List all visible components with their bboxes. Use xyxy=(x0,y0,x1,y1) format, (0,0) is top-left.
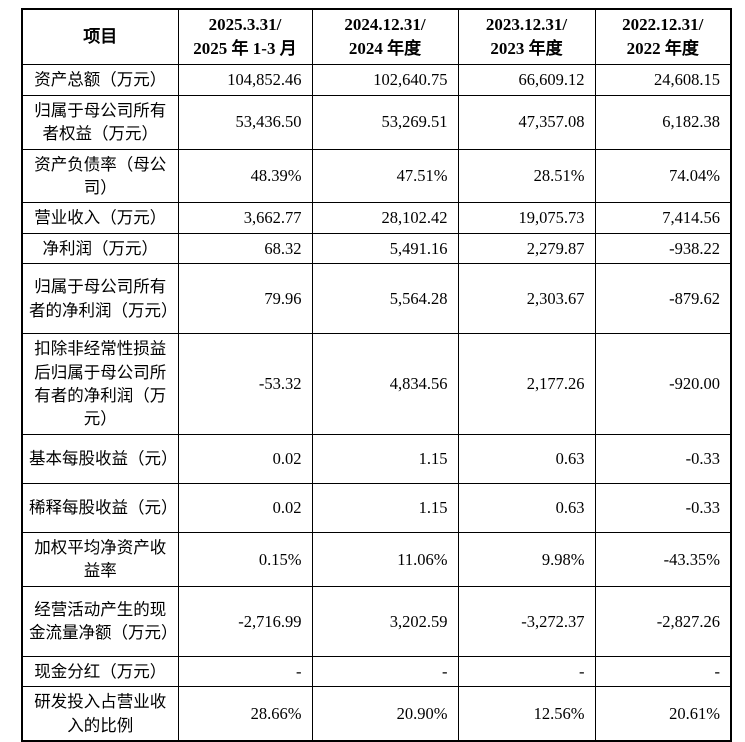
row-label: 资产负债率（母公司） xyxy=(21,148,179,204)
cell-value: 0.63 xyxy=(457,482,596,533)
cell-value: - xyxy=(177,655,313,688)
cell-value: 1.15 xyxy=(311,433,459,484)
cell-value: 53,269.51 xyxy=(311,94,459,150)
cell-value: 66,609.12 xyxy=(457,64,596,96)
row-label: 净利润（万元） xyxy=(21,232,179,265)
cell-value: -938.22 xyxy=(594,232,732,265)
row-label: 研发投入占营业收入的比例 xyxy=(21,686,179,742)
cell-value: 2,303.67 xyxy=(457,263,596,335)
header-period-2022: 2022.12.31/ 2022 年度 xyxy=(594,8,732,66)
cell-value: 9.98% xyxy=(457,531,596,587)
table-row-total-assets: 资产总额（万元） 104,852.46 102,640.75 66,609.12… xyxy=(21,64,732,96)
cell-value: -0.33 xyxy=(594,482,732,533)
cell-value: 47,357.08 xyxy=(457,94,596,150)
cell-value: -43.35% xyxy=(594,531,732,587)
cell-value: - xyxy=(311,655,459,688)
cell-value: -920.00 xyxy=(594,333,732,435)
row-label: 营业收入（万元） xyxy=(21,202,179,234)
row-label: 现金分红（万元） xyxy=(21,655,179,688)
cell-value: 20.90% xyxy=(311,686,459,742)
cell-value: 3,202.59 xyxy=(311,585,459,657)
table-row-weighted-roe: 加权平均净资产收益率 0.15% 11.06% 9.98% -43.35% xyxy=(21,531,732,587)
row-label: 基本每股收益（元） xyxy=(21,433,179,484)
cell-value: 19,075.73 xyxy=(457,202,596,234)
table-row-basic-eps: 基本每股收益（元） 0.02 1.15 0.63 -0.33 xyxy=(21,433,732,484)
cell-value: -3,272.37 xyxy=(457,585,596,657)
cell-value: 28.51% xyxy=(457,148,596,204)
table-row-parent-equity: 归属于母公司所有者权益（万元） 53,436.50 53,269.51 47,3… xyxy=(21,94,732,150)
table-header-row: 项目 2025.3.31/ 2025 年 1-3 月 2024.12.31/ 2… xyxy=(21,8,732,66)
table-row-cash-dividend: 现金分红（万元） - - - - xyxy=(21,655,732,688)
cell-value: 0.02 xyxy=(177,433,313,484)
header-period-2025q1: 2025.3.31/ 2025 年 1-3 月 xyxy=(177,8,313,66)
cell-value: 7,414.56 xyxy=(594,202,732,234)
cell-value: -2,716.99 xyxy=(177,585,313,657)
cell-value: 5,491.16 xyxy=(311,232,459,265)
row-label: 扣除非经常性损益后归属于母公司所有者的净利润（万元） xyxy=(21,333,179,435)
cell-value: 47.51% xyxy=(311,148,459,204)
table-row-deducted-net-profit: 扣除非经常性损益后归属于母公司所有者的净利润（万元） -53.32 4,834.… xyxy=(21,333,732,435)
cell-value: 53,436.50 xyxy=(177,94,313,150)
row-label: 加权平均净资产收益率 xyxy=(21,531,179,587)
table-row-diluted-eps: 稀释每股收益（元） 0.02 1.15 0.63 -0.33 xyxy=(21,482,732,533)
table-row-rd-ratio: 研发投入占营业收入的比例 28.66% 20.90% 12.56% 20.61% xyxy=(21,686,732,742)
cell-value: 24,608.15 xyxy=(594,64,732,96)
table-row-parent-net-profit: 归属于母公司所有者的净利润（万元） 79.96 5,564.28 2,303.6… xyxy=(21,263,732,335)
cell-value: 0.63 xyxy=(457,433,596,484)
document-page: 项目 2025.3.31/ 2025 年 1-3 月 2024.12.31/ 2… xyxy=(21,8,732,742)
row-label: 资产总额（万元） xyxy=(21,64,179,96)
header-item: 项目 xyxy=(21,8,179,66)
cell-value: 48.39% xyxy=(177,148,313,204)
cell-value: - xyxy=(594,655,732,688)
cell-value: 4,834.56 xyxy=(311,333,459,435)
row-label: 归属于母公司所有者权益（万元） xyxy=(21,94,179,150)
row-label: 经营活动产生的现金流量净额（万元） xyxy=(21,585,179,657)
cell-value: 6,182.38 xyxy=(594,94,732,150)
cell-value: 28,102.42 xyxy=(311,202,459,234)
cell-value: 2,279.87 xyxy=(457,232,596,265)
row-label: 归属于母公司所有者的净利润（万元） xyxy=(21,263,179,335)
cell-value: 20.61% xyxy=(594,686,732,742)
cell-value: 0.15% xyxy=(177,531,313,587)
table-row-debt-ratio: 资产负债率（母公司） 48.39% 47.51% 28.51% 74.04% xyxy=(21,148,732,204)
cell-value: 3,662.77 xyxy=(177,202,313,234)
cell-value: 102,640.75 xyxy=(311,64,459,96)
cell-value: 68.32 xyxy=(177,232,313,265)
cell-value: 0.02 xyxy=(177,482,313,533)
cell-value: 1.15 xyxy=(311,482,459,533)
cell-value: -879.62 xyxy=(594,263,732,335)
cell-value: 12.56% xyxy=(457,686,596,742)
cell-value: 2,177.26 xyxy=(457,333,596,435)
header-period-2023: 2023.12.31/ 2023 年度 xyxy=(457,8,596,66)
cell-value: 5,564.28 xyxy=(311,263,459,335)
table-row-operating-cash-flow: 经营活动产生的现金流量净额（万元） -2,716.99 3,202.59 -3,… xyxy=(21,585,732,657)
cell-value: 11.06% xyxy=(311,531,459,587)
header-period-2024: 2024.12.31/ 2024 年度 xyxy=(311,8,459,66)
cell-value: 104,852.46 xyxy=(177,64,313,96)
cell-value: -0.33 xyxy=(594,433,732,484)
cell-value: 79.96 xyxy=(177,263,313,335)
cell-value: 74.04% xyxy=(594,148,732,204)
financial-summary-table: 项目 2025.3.31/ 2025 年 1-3 月 2024.12.31/ 2… xyxy=(21,8,732,742)
table-row-revenue: 营业收入（万元） 3,662.77 28,102.42 19,075.73 7,… xyxy=(21,202,732,234)
cell-value: - xyxy=(457,655,596,688)
cell-value: 28.66% xyxy=(177,686,313,742)
cell-value: -2,827.26 xyxy=(594,585,732,657)
row-label: 稀释每股收益（元） xyxy=(21,482,179,533)
table-row-net-profit: 净利润（万元） 68.32 5,491.16 2,279.87 -938.22 xyxy=(21,232,732,265)
cell-value: -53.32 xyxy=(177,333,313,435)
